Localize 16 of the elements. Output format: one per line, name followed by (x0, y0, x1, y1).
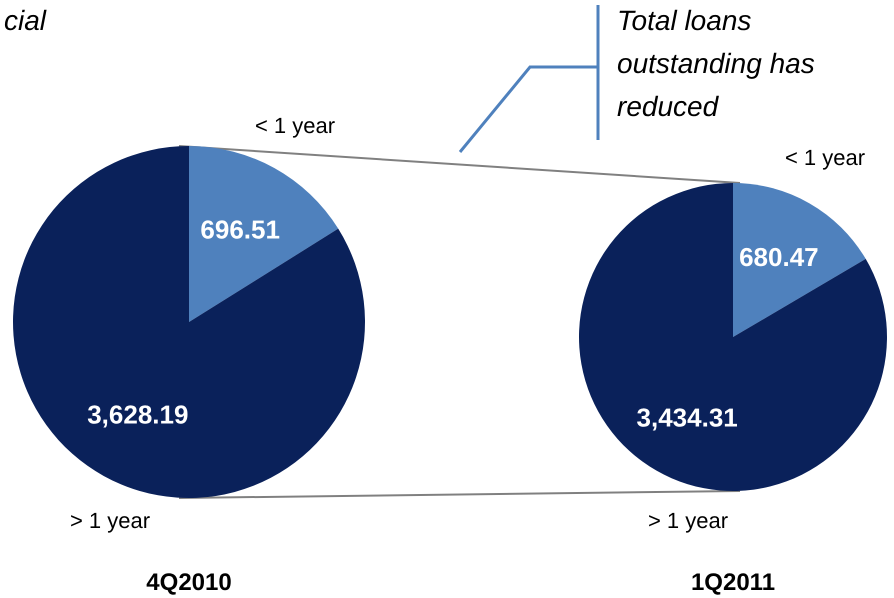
data-label: 696.51 (200, 214, 280, 245)
text: Total loans outstanding has reduced (617, 5, 815, 122)
data-label: 680.47 (739, 242, 819, 272)
slice-label: < 1 year (254, 113, 336, 138)
text: cial (4, 5, 47, 36)
pie-slice (733, 183, 866, 337)
data-label: 3,434.31 (636, 402, 738, 432)
slice-label: > 1 year (648, 508, 728, 533)
pie-slice (13, 146, 365, 498)
data-label: 3,628.19 (87, 399, 188, 430)
pie-slice (579, 183, 887, 491)
slice-label: > 1 year (70, 508, 150, 533)
pie-slice (189, 146, 338, 322)
text: 4Q2010 (146, 569, 232, 596)
text: 1Q2011 (690, 569, 776, 596)
slice-label: < 1 year (784, 145, 866, 170)
